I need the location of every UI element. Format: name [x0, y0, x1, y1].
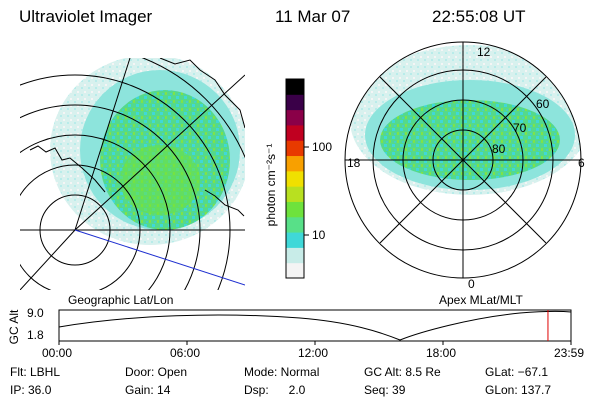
- colorbar-segment: [286, 232, 304, 248]
- info-glat: GLat: −67.1: [485, 365, 549, 379]
- info-filter: Flt: LBHL: [10, 365, 61, 379]
- colorbar-tick-100: 100: [312, 140, 333, 154]
- colorbar-segment: [286, 216, 304, 233]
- info-ip: IP: 36.0: [10, 383, 52, 397]
- apex-caption: Apex MLat/MLT: [439, 293, 523, 307]
- coastline-line: [29, 145, 106, 193]
- info-glon: GLon: 137.7: [485, 383, 552, 397]
- colorbar: [286, 79, 304, 279]
- altitude-xtick-0000: 00:00: [42, 346, 73, 360]
- terminator-line: [74, 229, 245, 286]
- time-label: 22:55:08 UT: [432, 7, 526, 26]
- mlt-label-18: 18: [347, 156, 361, 170]
- colorbar-segment: [286, 201, 304, 218]
- colorbar-segment: [286, 186, 304, 202]
- mlat-label-70: 70: [513, 121, 527, 135]
- altitude-xtick-1800: 18:00: [426, 346, 457, 360]
- geographic-emission-image: [50, 58, 245, 245]
- altitude-plot-frame: [58, 309, 572, 342]
- colorbar-segment: [286, 109, 304, 126]
- altitude-x-ticks: [58, 341, 572, 345]
- colorbar-segment: [286, 94, 304, 111]
- altitude-xtick-1200: 12:00: [298, 346, 329, 360]
- info-seq: Seq: 39: [364, 383, 406, 397]
- mlat-label-60: 60: [536, 97, 550, 111]
- longitude-lines: [20, 58, 245, 290]
- altitude-xtick-2359: 23:59: [554, 346, 585, 360]
- info-dsp: Dsp: 2.0: [244, 383, 306, 397]
- altitude-xtick-0600: 06:00: [170, 346, 201, 360]
- altitude-ytick-top: 9.0: [27, 306, 44, 320]
- info-mode: Mode: Normal: [244, 365, 320, 379]
- mlt-label-12: 12: [477, 45, 491, 59]
- mlt-label-0: 0: [468, 277, 475, 291]
- colorbar-segment: [286, 170, 304, 187]
- colorbar-segment: [286, 124, 304, 141]
- mlat-label-80: 80: [492, 142, 506, 156]
- altitude-ylabel: GC Alt: [7, 309, 21, 345]
- info-door: Door: Open: [125, 365, 188, 379]
- apex-grid: [344, 41, 582, 279]
- date-label: 11 Mar 07: [275, 7, 351, 26]
- colorbar-segment: [286, 247, 304, 264]
- colorbar-segment: [286, 140, 304, 157]
- info-gc-alt: GC Alt: 8.5 Re: [364, 365, 441, 379]
- mlt-label-6: 6: [578, 156, 585, 170]
- geographic-caption: Geographic Lat/Lon: [68, 293, 174, 307]
- colorbar-segment: [286, 262, 304, 279]
- colorbar-segment: [286, 79, 304, 95]
- info-gain: Gain: 14: [125, 383, 171, 397]
- instrument-title: Ultraviolet Imager: [19, 7, 153, 26]
- altitude-ytick-bottom: 1.8: [27, 328, 44, 342]
- colorbar-tick-10: 10: [312, 228, 326, 242]
- altitude-curve: [58, 310, 572, 341]
- coastline-line: [159, 58, 245, 129]
- coastline-line: [204, 189, 245, 217]
- colorbar-unit-label: photon cm⁻²s⁻¹: [264, 143, 278, 227]
- colorbar-segment: [286, 155, 304, 172]
